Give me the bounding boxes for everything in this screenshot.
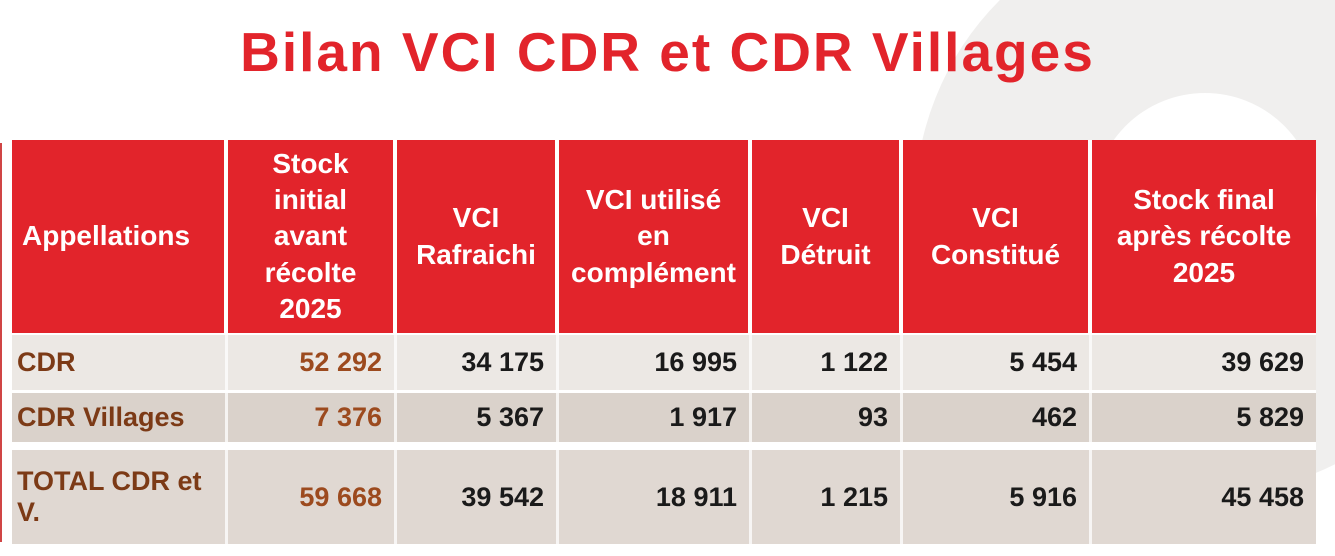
cell-vci-rafraichi: 34 175 — [397, 335, 559, 390]
cell-vci-detruit: 1 122 — [752, 335, 903, 390]
table-header-row: Appellations Stock initial avant récolte… — [12, 140, 1316, 335]
table-row-cdr-villages: CDR Villages 7 376 5 367 1 917 93 462 5 … — [12, 393, 1316, 442]
header-cell-vci-constitue: VCI Constitué — [903, 140, 1092, 333]
cell-vci-constitue: 5 916 — [903, 450, 1092, 544]
row-label: CDR Villages — [12, 393, 228, 442]
table-row-cdr: CDR 52 292 34 175 16 995 1 122 5 454 39 … — [12, 335, 1316, 390]
row-label: TOTAL CDR et V. — [12, 450, 228, 544]
cell-vci-constitue: 5 454 — [903, 335, 1092, 390]
table-left-accent-line — [0, 143, 2, 542]
cell-vci-utilise: 1 917 — [559, 393, 752, 442]
cell-vci-detruit: 93 — [752, 393, 903, 442]
cell-stock-initial: 59 668 — [228, 450, 397, 544]
cell-vci-constitue: 462 — [903, 393, 1092, 442]
cell-stock-final: 39 629 — [1092, 335, 1316, 390]
cell-vci-rafraichi: 5 367 — [397, 393, 559, 442]
table-row-total: TOTAL CDR et V. 59 668 39 542 18 911 1 2… — [12, 450, 1316, 544]
cell-vci-rafraichi: 39 542 — [397, 450, 559, 544]
cell-vci-utilise: 16 995 — [559, 335, 752, 390]
page-title: Bilan VCI CDR et CDR Villages — [240, 21, 1095, 83]
cell-stock-final: 5 829 — [1092, 393, 1316, 442]
cell-vci-utilise: 18 911 — [559, 450, 752, 544]
header-cell-vci-detruit: VCI Détruit — [752, 140, 903, 333]
header-cell-stock-final: Stock final après récolte 2025 — [1092, 140, 1316, 333]
cell-vci-detruit: 1 215 — [752, 450, 903, 544]
cell-stock-final: 45 458 — [1092, 450, 1316, 544]
row-label: CDR — [12, 335, 228, 390]
cell-stock-initial: 7 376 — [228, 393, 397, 442]
header-cell-vci-rafraichi: VCI Rafraichi — [397, 140, 559, 333]
header-cell-appellations: Appellations — [12, 140, 228, 333]
header-cell-stock-initial: Stock initial avant récolte 2025 — [228, 140, 397, 333]
header-cell-vci-utilise: VCI utilisé en complément — [559, 140, 752, 333]
vci-balance-table: Appellations Stock initial avant récolte… — [12, 140, 1316, 544]
cell-stock-initial: 52 292 — [228, 335, 397, 390]
